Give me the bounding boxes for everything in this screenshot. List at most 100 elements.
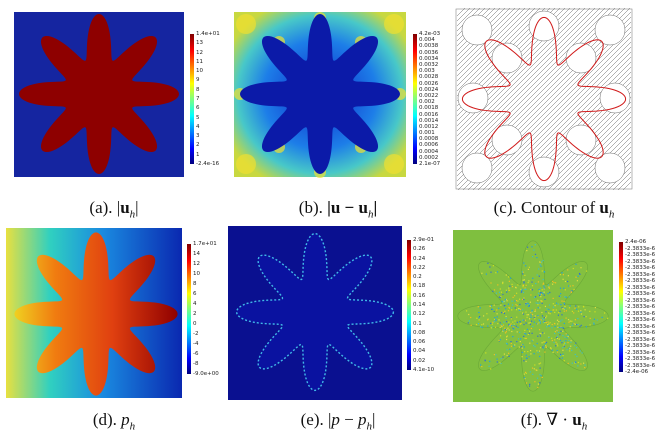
colorbar-tick-label: 10	[196, 68, 203, 75]
colorbar-tick-label: 0.1	[413, 320, 422, 327]
colorbar-tick-label: 6	[196, 105, 200, 112]
colorbar-tick-label: 8	[196, 86, 200, 93]
panel-d-plot	[6, 228, 182, 398]
colorbar-tick-label: 0.26	[413, 246, 426, 253]
colorbar-tick-label: 4.1e-10	[413, 367, 435, 373]
colorbar-tick-label: 0.0034	[419, 55, 439, 62]
colorbar-tick-label: -2.3833e-6	[625, 291, 656, 297]
colorbar-d: 1.7e+01 14 12 10 8 6 4 2 0 -2 -4 -6 -8 -9.0e+00	[187, 241, 219, 377]
star-domain	[240, 14, 400, 174]
colorbar-tick-label: 8	[193, 281, 197, 287]
star-domain	[19, 14, 179, 174]
colorbar-tick-label: 4	[193, 301, 197, 307]
colorbar-tick-label: -2.3833e-6	[625, 336, 656, 343]
caption-b: (b). |u − uh|	[298, 198, 378, 221]
colorbar-tick-label: 1.4e+01	[196, 31, 220, 37]
colorbar-tick-label: 4	[196, 123, 200, 130]
colorbar-tick-label: 0.08	[413, 329, 426, 336]
panel-e-pressure-error: 2.9e-01 0.26 0.24 0.22 0.2 0.18 0.16 0.14 0.12 0.…	[228, 226, 444, 406]
colorbar-tick-label: -2.3833e-6	[625, 349, 656, 356]
colorbar-tick-label: 10	[193, 271, 200, 277]
star-domain	[14, 232, 178, 396]
panel-f-divergence: 2.4e-06 -2.3833e-6 -2.3833e-6 -2.3833e-6 -2.…	[453, 228, 665, 408]
panel-a-plot	[14, 12, 184, 177]
colorbar-tick-label: -2.3833e-6	[625, 278, 656, 284]
colorbar-tick-label: 0.0022	[419, 92, 439, 99]
colorbar-tick-label: -2.3833e-6	[625, 271, 656, 278]
colorbar-tick-label: 0	[193, 321, 197, 327]
colorbar-tick-label: 0.22	[413, 264, 426, 271]
colorbar-tick-label: 0.0008	[419, 136, 439, 143]
colorbar-tick-label: 0.06	[413, 339, 426, 346]
panel-c-plot	[455, 8, 633, 190]
colorbar-tick-label: -2.3833e-6	[625, 323, 656, 330]
colorbar-tick-label: 0.0028	[419, 74, 439, 81]
panel-b-velocity-error: 4.2e-03 0.004 0.0038 0.0036 0.0034 0.0032 0.00…	[234, 12, 444, 190]
colorbar-tick-label: 0.14	[413, 302, 426, 308]
colorbar-a: 1.4e+01 13 12 11 10 9 8 7 6 5 4 3 2 1 -2.4e-16	[190, 31, 220, 167]
colorbar-tick-label: 0.0038	[419, 43, 439, 50]
colorbar-tick-label: 0.0016	[419, 111, 439, 118]
colorbar-tick-label: -2.3833e-6	[625, 297, 656, 304]
colorbar-tick-label: -2.4e-06	[625, 369, 649, 375]
caption-d: (d). ph	[92, 410, 136, 433]
colorbar-tick-label: 2	[196, 142, 200, 149]
colorbar-tick-label: 12	[196, 49, 203, 56]
colorbar-tick-label: -4	[193, 341, 199, 347]
colorbar-tick-label: 2.1e-07	[419, 161, 441, 167]
colorbar-tick-label: -2.3833e-6	[625, 343, 656, 349]
colorbar-tick-label: 13	[196, 40, 203, 47]
colorbar-tick-label: 12	[193, 261, 200, 267]
colorbar-tick-label: 0.0036	[419, 49, 439, 56]
contour-lines	[456, 8, 632, 190]
colorbar-tick-label: -2.3833e-6	[625, 310, 656, 317]
colorbar-tick-label: -2.3833e-6	[625, 265, 656, 271]
colorbar-b: 4.2e-03 0.004 0.0038 0.0036 0.0034 0.0032 0.00…	[413, 31, 440, 167]
colorbar-tick-label: 11	[196, 58, 203, 65]
colorbar-tick-label: 2.4e-06	[625, 239, 647, 245]
colorbar-tick-label: 2	[193, 311, 197, 317]
colorbar-tick-label: 0.0014	[419, 117, 439, 124]
colorbar-tick-label: 0.0012	[419, 123, 439, 130]
caption-a: (a). |uh|	[89, 198, 139, 221]
colorbar-tick-label: 3	[196, 133, 200, 140]
colorbar-tick-label: -2.3833e-6	[625, 245, 656, 252]
colorbar-tick-label: 1	[196, 151, 200, 158]
panel-c-streamlines	[455, 8, 633, 190]
colorbar-tick-label: 6	[193, 291, 197, 297]
colorbar-tick-label: -2.3833e-6	[625, 362, 656, 369]
colorbar-tick-label: -2.3833e-6	[625, 258, 656, 265]
colorbar-tick-label: -2.3833e-6	[625, 284, 656, 291]
colorbar-tick-label: 1.7e+01	[193, 241, 217, 247]
colorbar-e: 2.9e-01 0.26 0.24 0.22 0.2 0.18 0.16 0.14 0.12 0.…	[407, 237, 434, 373]
divergence-speckles	[466, 244, 609, 389]
colorbar-tick-label: 0.0006	[419, 142, 439, 149]
colorbar-tick-label: 0.2	[413, 274, 422, 281]
panel-a-speed: 1.4e+01 13 12 11 10 9 8 7 6 5 4 3 2 1 -2.4e-16	[14, 12, 220, 190]
colorbar-tick-label: -2.3833e-6	[625, 304, 656, 310]
star-contour	[461, 16, 627, 182]
colorbar-tick-label: 14	[193, 251, 200, 257]
colorbar-tick-label: -2.3833e-6	[625, 330, 656, 336]
colorbar-tick-label: 0.02	[413, 357, 426, 364]
colorbar-tick-label: -2.3833e-6	[625, 252, 656, 258]
colorbar-tick-label: 0.24	[413, 255, 426, 262]
colorbar-tick-label: 0.003	[419, 68, 435, 75]
panel-e-plot	[228, 226, 402, 400]
colorbar-tick-label: 0.0018	[419, 105, 439, 112]
caption-e: (e). |p − ph|	[300, 410, 376, 433]
colorbar-tick-label: 5	[196, 114, 200, 121]
colorbar-tick-label: 2.9e-01	[413, 237, 435, 243]
colorbar-tick-label: 0.04	[413, 348, 426, 355]
colorbar-f: 2.4e-06 -2.3833e-6 -2.3833e-6 -2.3833e-6 -2.…	[619, 239, 655, 375]
colorbar-tick-label: 0.004	[419, 37, 435, 44]
colorbar-tick-label: -8	[193, 361, 199, 367]
star-error-ring	[235, 232, 395, 392]
colorbar-tick-label: 7	[196, 96, 200, 102]
colorbar-tick-label: 9	[196, 77, 200, 84]
colorbar-tick-label: 0.002	[419, 99, 435, 106]
panel-f-plot	[453, 230, 613, 402]
colorbar-tick-label: 0.0004	[419, 148, 439, 155]
colorbar-tick-label: -2.3833e-6	[625, 317, 656, 323]
colorbar-tick-label: -2	[193, 331, 199, 337]
